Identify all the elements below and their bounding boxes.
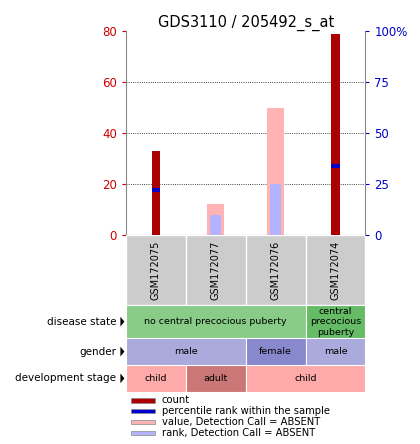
Text: central
precocious
puberty: central precocious puberty	[310, 307, 361, 337]
Text: gender: gender	[79, 347, 116, 357]
Bar	[152, 188, 160, 192]
Bar	[186, 365, 246, 392]
Bar	[331, 164, 340, 167]
Text: no central precocious puberty: no central precocious puberty	[144, 317, 287, 326]
Bar	[131, 409, 155, 413]
Bar	[126, 305, 306, 338]
Bar	[210, 214, 221, 235]
Bar	[246, 338, 306, 365]
Bar	[267, 107, 284, 235]
Text: male: male	[324, 347, 347, 356]
Text: GSM172074: GSM172074	[331, 240, 341, 300]
Text: male: male	[174, 347, 198, 356]
Bar	[270, 184, 281, 235]
Bar	[131, 398, 155, 403]
Bar	[306, 305, 365, 338]
Bar	[246, 365, 365, 392]
Text: development stage: development stage	[16, 373, 116, 383]
Text: child: child	[294, 374, 317, 383]
Text: count: count	[162, 395, 190, 405]
Bar	[126, 365, 186, 392]
Bar	[131, 420, 155, 424]
Bar	[207, 204, 224, 235]
Bar	[126, 338, 246, 365]
Bar	[306, 338, 365, 365]
Text: GSM172075: GSM172075	[151, 240, 161, 300]
Text: female: female	[259, 347, 292, 356]
Text: percentile rank within the sample: percentile rank within the sample	[162, 406, 330, 416]
Text: GSM172076: GSM172076	[270, 240, 281, 300]
Text: rank, Detection Call = ABSENT: rank, Detection Call = ABSENT	[162, 428, 315, 438]
Text: child: child	[144, 374, 167, 383]
Text: disease state: disease state	[47, 317, 116, 327]
Bar	[131, 431, 155, 436]
Text: GSM172077: GSM172077	[211, 240, 221, 300]
Text: adult: adult	[204, 374, 228, 383]
Bar	[152, 151, 160, 235]
Title: GDS3110 / 205492_s_at: GDS3110 / 205492_s_at	[158, 15, 334, 31]
Text: value, Detection Call = ABSENT: value, Detection Call = ABSENT	[162, 417, 320, 427]
Bar	[331, 34, 340, 235]
